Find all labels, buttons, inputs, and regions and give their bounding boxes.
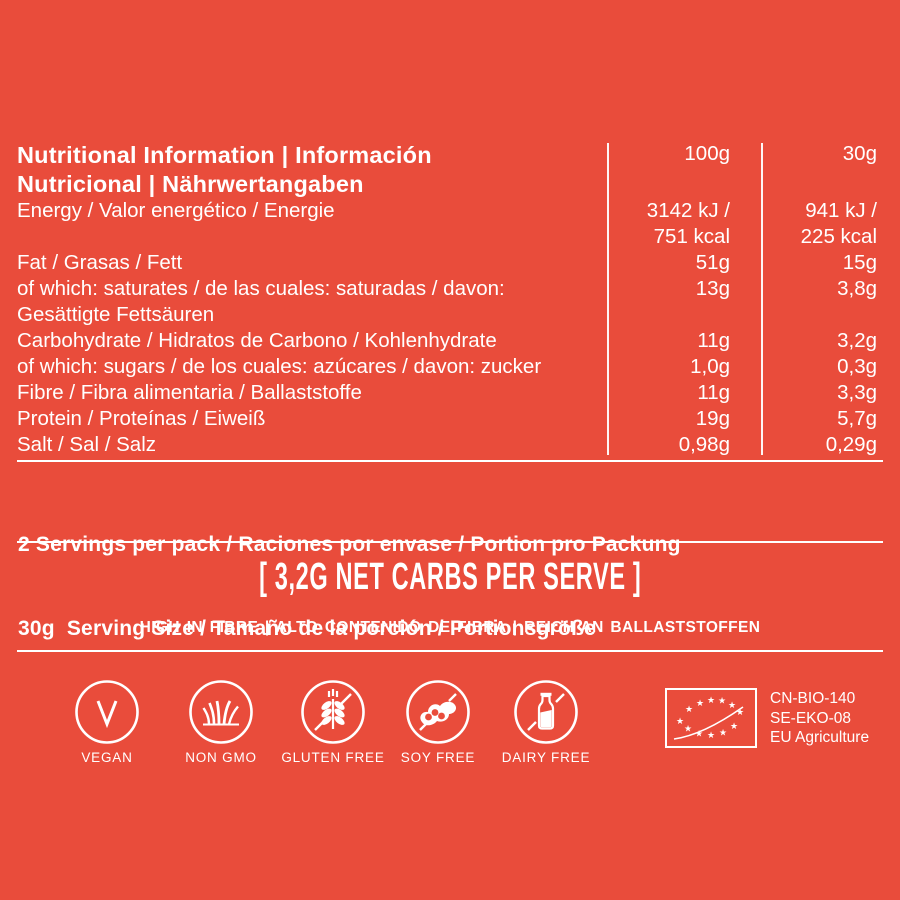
net-carbs-text: [ 3,2G NET CARBS PER SERVE ]	[258, 556, 642, 598]
soy-pod-crossed-icon	[406, 680, 470, 744]
column-header-100g: 100g	[684, 142, 730, 165]
serving-size: 30g Serving Size / Tamaño de la porción …	[18, 617, 596, 640]
badge-vegan: VEGAN	[46, 679, 168, 765]
row-value-100g: 0,98g	[678, 433, 730, 456]
fibre-claim: HIGH IN FIBRE | ALTO CONTENIDO DE FIBRA …	[139, 619, 761, 636]
row-value-30g: 0,29g	[825, 433, 877, 456]
row-value-30g: 0,3g	[837, 355, 877, 378]
svg-text:★: ★	[718, 697, 726, 707]
table-row-protein: Protein / Proteínas / Eiweiß 19g 5,7g	[17, 406, 883, 432]
row-label: of which: saturates / de las cuales: sat…	[17, 277, 505, 326]
divider-line	[17, 541, 883, 543]
badge-label: GLUTEN FREE	[281, 750, 385, 765]
cert-code-1: CN-BIO-140	[770, 690, 856, 707]
eu-organic-logo: ★ ★ ★ ★ ★ ★ ★ ★ ★ ★ ★ ★	[665, 688, 757, 753]
row-label: Salt / Sal / Salz	[17, 433, 157, 456]
row-value-100g: 3142 kJ / 751 kcal	[646, 199, 730, 248]
svg-text:★: ★	[736, 708, 744, 718]
vegan-v-circle-icon	[75, 680, 139, 744]
table-title: Nutritional Information | Información Nu…	[17, 142, 432, 197]
milk-bottle-crossed-icon	[514, 680, 578, 744]
row-label: Protein / Proteínas / Eiweiß	[17, 407, 266, 430]
badge-label: SOY FREE	[400, 750, 476, 765]
table-row-fat: Fat / Grasas / Fett 51g 15g	[17, 250, 883, 276]
row-value-30g: 5,7g	[837, 407, 877, 430]
nutrition-table: Nutritional Information | Información Nu…	[17, 141, 883, 458]
row-value-100g: 11g	[697, 381, 730, 404]
row-value-30g: 3,8g	[837, 277, 877, 300]
svg-text:★: ★	[684, 725, 692, 735]
cert-code-2: SE-EKO-08	[770, 709, 851, 727]
table-divider-2	[761, 143, 763, 455]
eu-organic-leaf-icon: ★★ ★ ★ ★★ ★★ ★ ★ ★★	[665, 688, 757, 748]
badge-non-gmo: NON GMO	[160, 679, 282, 765]
row-value-100g: 51g	[695, 251, 730, 274]
grass-circle-icon	[189, 680, 253, 744]
badge-gluten-free: GLUTEN FREE	[272, 679, 394, 765]
row-value-100g: 1,0g	[690, 355, 730, 378]
badge-dairy-free: DAIRY FREE	[485, 679, 607, 765]
row-value-30g: 941 kJ / 225 kcal	[800, 199, 877, 248]
divider-line	[17, 650, 883, 652]
svg-text:★: ★	[676, 717, 684, 727]
svg-text:★: ★	[730, 722, 738, 732]
table-row-saturates: of which: saturates / de las cuales: sat…	[17, 276, 883, 328]
servings-per-pack: 2 Servings per pack / Raciones por envas…	[18, 533, 681, 556]
net-carbs-banner: [ 3,2G NET CARBS PER SERVE ]	[0, 556, 900, 599]
table-divider-1	[607, 143, 609, 455]
table-row-carbohydrate: Carbohydrate / Hidratos de Carbono / Koh…	[17, 328, 883, 354]
table-header-row: Nutritional Information | Información Nu…	[17, 141, 883, 198]
table-row-fibre: Fibre / Fibra alimentaria / Ballaststoff…	[17, 380, 883, 406]
row-value-100g: 19g	[695, 407, 730, 430]
svg-text:★: ★	[685, 705, 693, 715]
row-label: Energy / Valor energético / Energie	[17, 199, 335, 222]
row-label: Carbohydrate / Hidratos de Carbono / Koh…	[17, 329, 497, 352]
svg-text:★: ★	[707, 731, 715, 741]
cert-origin: EU Agriculture	[770, 729, 870, 746]
table-row-energy: Energy / Valor energético / Energie 3142…	[17, 198, 883, 250]
table-row-salt: Salt / Sal / Salz 0,98g 0,29g	[17, 432, 883, 458]
row-label: Fibre / Fibra alimentaria / Ballaststoff…	[17, 381, 362, 404]
svg-text:★: ★	[707, 696, 715, 706]
badge-label: NON GMO	[185, 750, 257, 765]
svg-text:★: ★	[728, 701, 736, 711]
row-value-30g: 3,3g	[837, 381, 877, 404]
row-value-30g: 3,2g	[837, 329, 877, 352]
svg-text:★: ★	[719, 729, 727, 739]
badge-label: VEGAN	[81, 750, 133, 765]
servings-info: 2 Servings per pack / Raciones por envas…	[18, 475, 681, 699]
svg-text:★: ★	[696, 699, 704, 709]
row-value-100g: 13g	[695, 277, 730, 300]
badge-soy-free: SOY FREE	[377, 679, 499, 765]
wheat-crossed-icon	[301, 680, 365, 744]
divider-line	[17, 460, 883, 462]
row-value-30g: 15g	[842, 251, 877, 274]
badge-label: DAIRY FREE	[501, 750, 591, 765]
row-value-100g: 11g	[697, 329, 730, 352]
organic-cert-codes: CN-BIO-140 SE-EKO-08 EU Agriculture	[770, 689, 869, 748]
table-row-sugars: of which: sugars / de los cuales: azúcar…	[17, 354, 883, 380]
svg-text:★: ★	[695, 730, 703, 740]
row-label: of which: sugars / de los cuales: azúcar…	[17, 355, 542, 378]
row-label: Fat / Grasas / Fett	[17, 251, 183, 274]
column-header-30g: 30g	[842, 142, 877, 165]
